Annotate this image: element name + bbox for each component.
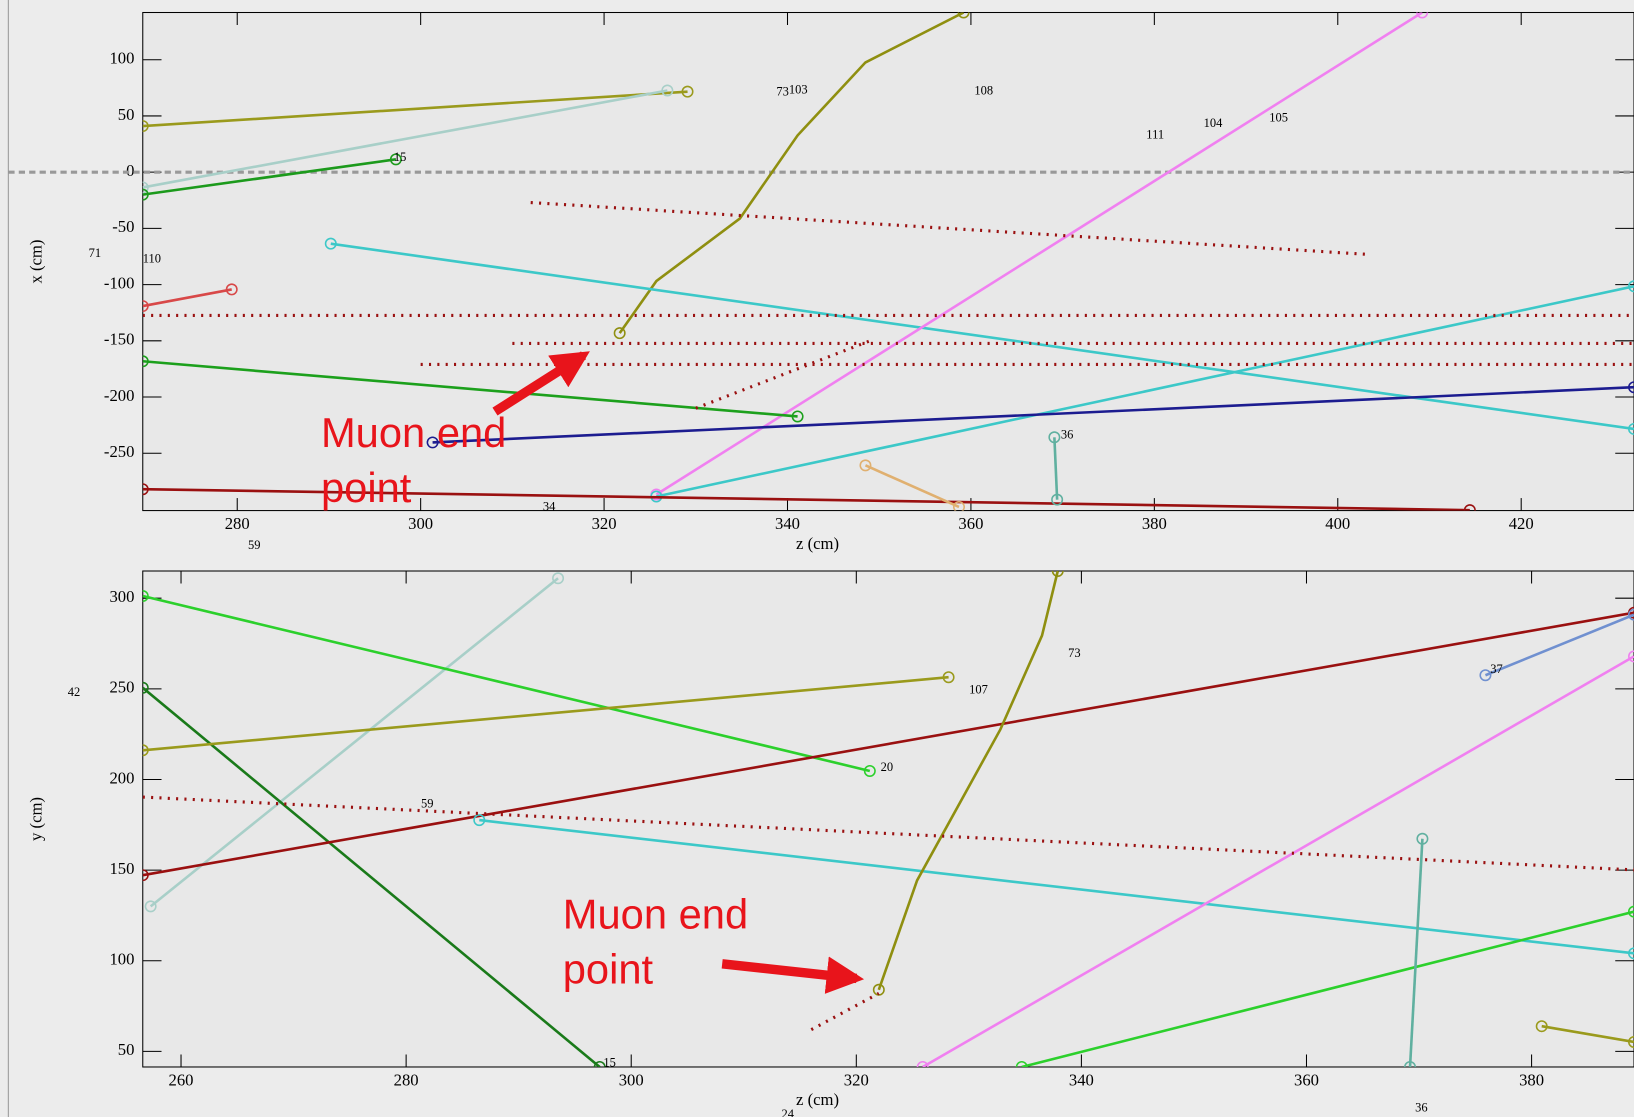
- track-label: 24: [782, 1107, 795, 1117]
- y-tick-label: -200: [104, 386, 135, 405]
- track-label: 15: [394, 150, 407, 164]
- annotation-box: Muon end point: [321, 406, 545, 526]
- track-label: 71: [89, 246, 102, 260]
- annotation: Muon end point: [563, 888, 787, 998]
- plot-area: [143, 571, 1634, 1067]
- x-tick-label: 320: [844, 1070, 869, 1089]
- y-tick-label: 100: [109, 49, 134, 68]
- y-tick-label: 200: [109, 768, 134, 787]
- x-tick-label: 260: [169, 1070, 194, 1089]
- x-tick-label: 360: [1294, 1070, 1319, 1089]
- y-tick-label: 0: [126, 161, 134, 180]
- y-tick-label: 50: [118, 105, 135, 124]
- y-tick-label: -100: [104, 273, 135, 292]
- y-tick-label: -150: [104, 330, 135, 349]
- x-tick-label: 300: [619, 1070, 644, 1089]
- y-tick-label: -50: [112, 217, 134, 236]
- x-tick-label: 320: [592, 514, 617, 533]
- x-tick-label: 360: [958, 514, 983, 533]
- page: {"chart_data": [ {"type": "line", "x_lab…: [0, 0, 1634, 1117]
- track-label: 37: [1490, 662, 1503, 676]
- track-label: 42: [68, 685, 81, 699]
- track-label: 36: [1415, 1101, 1428, 1115]
- track-label: 103: [789, 83, 808, 97]
- track-label: 20: [881, 760, 894, 774]
- x-tick-label: 380: [1519, 1070, 1544, 1089]
- y-axis-label: x (cm): [26, 240, 45, 284]
- x-axis-label: z (cm): [796, 1090, 839, 1109]
- track-label: 108: [974, 84, 993, 98]
- x-tick-label: 340: [1069, 1070, 1094, 1089]
- track-label: 111: [1146, 127, 1164, 141]
- x-tick-label: 280: [225, 514, 250, 533]
- track-label: 59: [421, 796, 434, 810]
- track-label: 36: [1061, 427, 1074, 441]
- x-tick-label: 380: [1142, 514, 1167, 533]
- x-tick-label: 280: [394, 1070, 419, 1089]
- y-axis-label: y (cm): [26, 797, 45, 841]
- track-label: 110: [143, 251, 161, 265]
- track-label: 104: [1204, 116, 1224, 130]
- track-label: 15: [603, 1056, 616, 1070]
- x-tick-label: 340: [775, 514, 800, 533]
- x-axis-label: z (cm): [796, 534, 839, 553]
- y-tick-label: 250: [109, 678, 134, 697]
- y-tick-label: 150: [109, 859, 134, 878]
- y-tick-label: 50: [118, 1040, 135, 1059]
- track-label: 107: [969, 683, 988, 697]
- track-label: 73: [1068, 646, 1081, 660]
- x-tick-label: 420: [1509, 514, 1534, 533]
- y-tick-label: 100: [109, 950, 134, 969]
- y-tick-label: 300: [109, 587, 134, 606]
- x-tick-label: 400: [1325, 514, 1350, 533]
- track-label: 59: [248, 538, 261, 552]
- track-label: 34: [543, 499, 556, 513]
- annotation: Muon end point: [321, 406, 545, 516]
- track-label: 105: [1269, 111, 1288, 125]
- track-label: 73: [776, 85, 789, 99]
- y-tick-label: -250: [104, 442, 135, 461]
- event-display: 280300320340360380400420-250-200-150-100…: [0, 0, 1634, 1117]
- annotation-box: Muon end point: [563, 888, 787, 1008]
